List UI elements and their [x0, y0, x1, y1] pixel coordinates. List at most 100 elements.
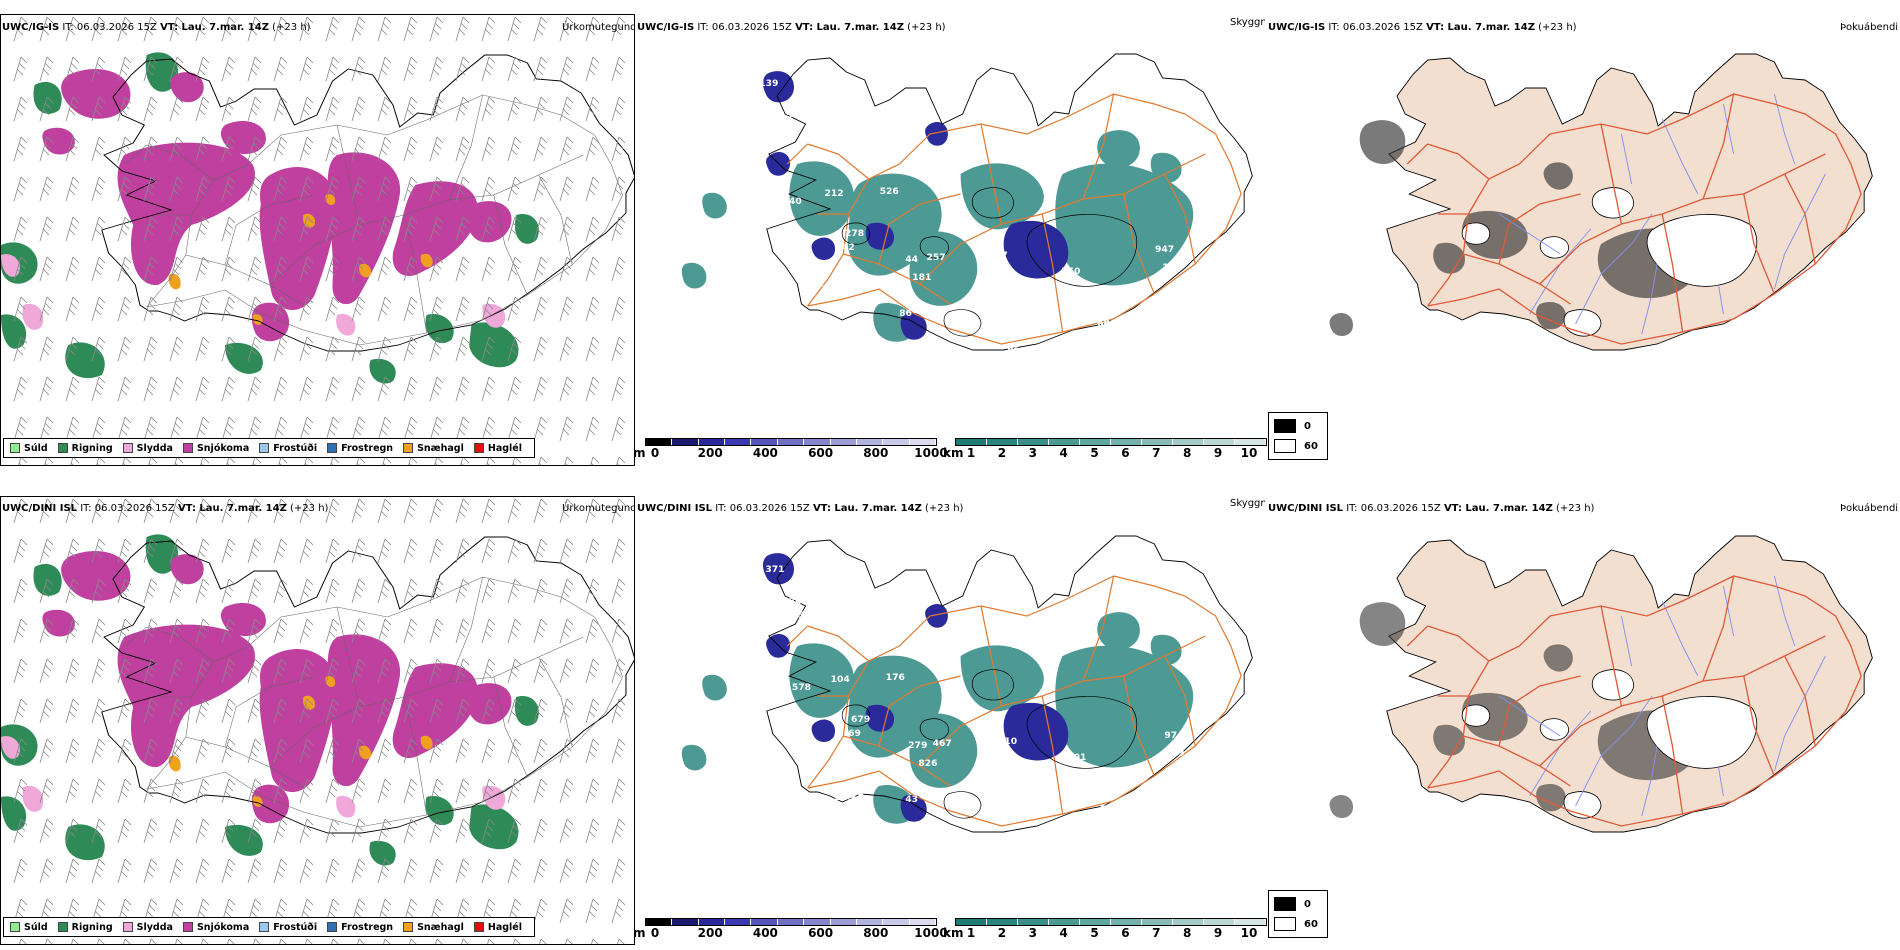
- vis-height-label: 162: [947, 835, 966, 845]
- vis-height-label: 41: [977, 839, 990, 849]
- legend-item: Súld: [10, 922, 48, 933]
- colorbar-tick: 400: [752, 446, 778, 460]
- precip-legend-row2: Súld Rigning Slydda Snjókoma Frostúði Frostre…: [3, 917, 535, 937]
- legend-swatch: [327, 922, 338, 932]
- lead-time: (+23 h): [290, 503, 329, 514]
- legend-item: Frostregn: [327, 443, 393, 454]
- precip-legend-row1: Súld Rigning Slydda Snjókoma Frostúði Frostre…: [3, 438, 535, 458]
- vis-height-label: 10: [920, 791, 933, 801]
- vis-height-label: 43: [905, 795, 918, 805]
- vis-labels-row1: 460 84 139 154 201 98 366 40 212 526 278 42 44 257 67 1…: [720, 47, 1175, 431]
- header-vis-row1: UWC/IG-IS IT: 06.03.2026 15Z VT: Lau. 7.…: [637, 22, 946, 34]
- legend-item: Haglél: [473, 443, 522, 454]
- fog-legend-swatch: [1274, 419, 1296, 433]
- vis-height-label: 119: [1165, 749, 1184, 759]
- vis-height-label: 67: [995, 251, 1008, 261]
- fog-legend-row2: 0 60: [1268, 890, 1328, 938]
- valid-time: VT: Lau. 7.mar. 14Z: [1426, 22, 1535, 33]
- legend-swatch: [403, 922, 414, 932]
- vis-height-label: 459: [792, 611, 811, 621]
- colorbar-tick: 1000: [914, 926, 948, 940]
- colorbar-tick: 800: [863, 446, 889, 460]
- colorbar-unit: km: [943, 926, 964, 940]
- fog-legend-swatch: [1274, 439, 1296, 453]
- run-time: IT: 06.03.2026 15Z: [715, 503, 810, 514]
- fog-legend-item: 60: [1274, 439, 1318, 453]
- vis-height-label: 104: [831, 675, 850, 685]
- vis-height-label: 68: [1111, 781, 1124, 791]
- colorbar-scale: [955, 918, 1267, 926]
- vis-height-label: 78: [913, 305, 926, 315]
- fog-legend-label: 60: [1304, 918, 1318, 930]
- precip-type-panel-row1: Súld Rigning Slydda Snjókoma Frostúði Frostre…: [0, 14, 635, 466]
- vis-labels-row2: 12 100 371 74 191 459 150 578 104 176 679 69 279 467 1…: [723, 533, 1185, 917]
- colorbar-tick: 600: [808, 926, 834, 940]
- vis-height-label: 550: [1061, 267, 1080, 277]
- colorbar-tick: 3: [1028, 446, 1037, 460]
- vis-height-label: 51: [822, 285, 835, 295]
- vis-height-label: 467: [933, 739, 952, 749]
- colorbar-tick: 4: [1059, 446, 1068, 460]
- legend-item: Snæhagl: [403, 922, 464, 933]
- legend-label: Frostregn: [341, 921, 394, 933]
- colorbar-tick: 2: [997, 446, 1007, 460]
- legend-swatch: [122, 443, 133, 453]
- vis-height-label: 278: [845, 229, 864, 239]
- legend-item: Slydda: [122, 921, 173, 933]
- colorbar-tick: 800: [863, 926, 889, 940]
- legend-label: Súld: [24, 921, 48, 933]
- fog-legend-label: 60: [1304, 440, 1318, 452]
- vis-height-label: 371: [765, 565, 784, 575]
- lead-time: (+23 h): [1556, 503, 1595, 514]
- vis-height-label: 69: [848, 729, 861, 739]
- fog-map-row1: [1329, 53, 1873, 351]
- legend-swatch: [403, 443, 414, 453]
- model-name: UWC/IG-IS: [1268, 22, 1326, 33]
- colorbar-tick: 9: [1213, 926, 1223, 940]
- colorbar-scale: [955, 438, 1267, 446]
- vis-height-label: 98: [789, 125, 802, 135]
- panel-title-precip-row2: Úrkomutegund: [562, 503, 637, 514]
- wind-barbs: [1, 497, 634, 944]
- vis-height-label: 165: [825, 771, 844, 781]
- header-precip-row1: UWC/IG-IS IT: 06.03.2026 15Z VT: Lau. 7.…: [2, 22, 311, 34]
- legend-swatch: [57, 443, 68, 453]
- valid-time: VT: Lau. 7.mar. 14Z: [795, 22, 904, 33]
- panel-title-vis-row2: Skyggni: [1230, 498, 1270, 509]
- legend-label: Haglél: [487, 921, 522, 933]
- lead-time: (+23 h): [907, 22, 946, 33]
- legend-item: Rigning: [57, 443, 113, 454]
- fog-legend-row1: 0 60: [1268, 412, 1328, 460]
- colorbar-tick: 7: [1152, 926, 1161, 940]
- model-name: UWC/IG-IS: [2, 22, 60, 33]
- fog-legend-item: 60: [1274, 917, 1318, 931]
- height-colorbar-row1: m 0 200 400 600 800 1000: [633, 436, 948, 466]
- vis-height-label: 257: [927, 253, 946, 263]
- legend-item: Snæhagl: [403, 443, 464, 454]
- panel-title-fog-row1: Þokuábendi: [1840, 22, 1899, 33]
- legend-label: Súld: [24, 442, 48, 454]
- vis-height-label: 212: [825, 189, 844, 199]
- visibility-panel-row2: 12 100 371 74 191 459 150 578 104 176 679 69 279 467 1…: [635, 496, 1265, 945]
- valid-time: VT: Lau. 7.mar. 14Z: [1443, 503, 1553, 514]
- vis-height-label: 297: [739, 417, 758, 427]
- vis-height-label: 14: [1005, 155, 1018, 165]
- vis-height-label: 68: [1097, 319, 1110, 329]
- height-colorbar-row2: m 0 200 400 600 800 1000: [633, 916, 948, 946]
- colorbar-tick: 8: [1183, 446, 1192, 460]
- colorbar-unit: m: [633, 926, 646, 940]
- vis-height-label: 82: [797, 907, 810, 917]
- legend-item: Súld: [10, 443, 48, 454]
- legend-swatch: [259, 443, 270, 453]
- fog-legend-item: 0: [1274, 897, 1311, 911]
- legend-label: Slydda: [136, 921, 173, 933]
- model-name: UWC/DINI ISL: [2, 503, 78, 514]
- panel-title-fog-row2: Þokuábendi: [1840, 503, 1899, 514]
- colorbar-tick: 400: [752, 926, 778, 940]
- header-fog-row2: UWC/DINI ISL IT: 06.03.2026 15Z VT: Lau.…: [1268, 503, 1594, 515]
- vis-height-label: 67: [1109, 337, 1122, 347]
- legend-label: Rigning: [71, 921, 113, 933]
- vis-height-label: 86: [899, 309, 912, 319]
- run-time: IT: 06.03.2026 15Z: [62, 22, 157, 33]
- vis-height-label: 100: [763, 545, 782, 555]
